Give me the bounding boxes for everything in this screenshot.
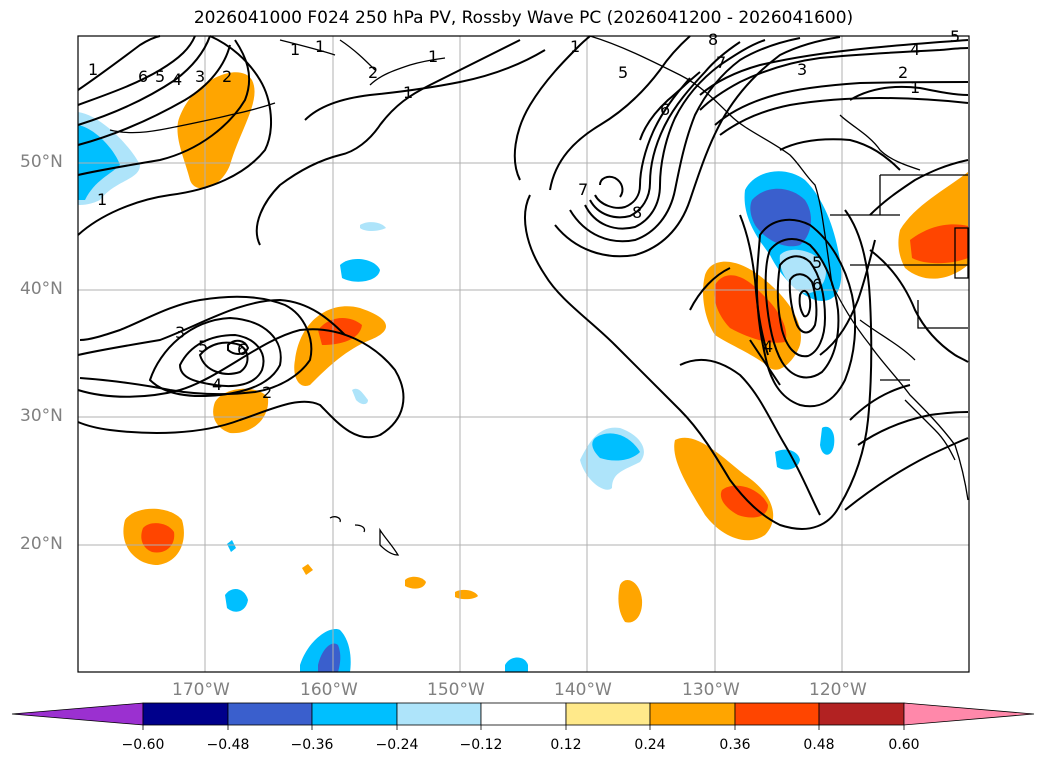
contour-labels: 1 6 5 4 3 2 1 1 1 1 2 1 3 5 6 4 2 1 5 6 … [88,27,960,402]
colorbar-segment [565,702,651,726]
contour-label: 1 [403,83,413,102]
contour-label: 4 [212,375,222,394]
contour-label: 3 [195,67,205,86]
colorbar-tick-label: 0.60 [888,737,920,753]
contour-label: 5 [618,63,628,82]
positive-anomaly [910,224,968,264]
contour-label: 1 [290,40,300,59]
positive-anomaly [294,306,387,386]
contour-label: 6 [660,100,670,119]
contour-label: 2 [222,67,232,86]
negative-anomaly [318,643,341,672]
positive-anomaly [618,580,643,623]
lon-label: 170°W [172,680,230,700]
lat-label: 20°N [20,534,63,554]
contour-label: 1 [428,47,438,66]
contour-label: 7 [716,53,726,72]
colorbar-tick-label: 0.24 [634,737,666,753]
contour-label: 1 [88,60,98,79]
graticule [78,36,969,672]
colorbar-extend-low [11,702,144,726]
negative-anomaly [360,222,386,231]
negative-anomaly [227,540,236,552]
lon-label: 150°W [427,680,485,700]
lon-label: 130°W [682,680,740,700]
contour-label: 4 [763,337,773,356]
colorbar-segment [649,702,736,726]
negative-anomaly [750,188,812,247]
map-frame [77,35,970,673]
anomaly-fills [78,72,968,672]
contour-label: 8 [632,203,642,222]
coastlines [109,35,969,556]
colorbar-segment [227,702,313,726]
colorbar-tick-label: −0.36 [290,737,334,753]
positive-anomaly [318,318,362,345]
chart-title: 2026041000 F024 250 hPa PV, Rossby Wave … [193,8,854,28]
negative-anomaly [340,258,380,282]
contour-label: 1 [910,78,920,97]
contour-label: 7 [578,180,588,199]
contour-label: 1 [570,37,580,56]
contour-label: 1 [315,37,325,56]
negative-anomaly [505,657,528,672]
colorbar-extend-high [903,702,1035,726]
positive-anomaly [177,72,255,189]
colorbar-segment [142,702,229,726]
positive-anomaly [405,576,426,589]
negative-anomaly [779,249,826,294]
negative-anomaly [352,388,368,405]
negative-anomaly [592,433,640,461]
contour-label: 3 [797,60,807,79]
colorbar-segment [480,702,567,726]
colorbar-tick-label: −0.24 [375,737,419,753]
colorbar-segment [818,702,905,726]
colorbar-tick-label: −0.60 [121,737,165,753]
lon-label: 140°W [554,680,612,700]
colorbar-tick-label: 0.48 [803,737,835,753]
contour-label: 5 [198,337,208,356]
negative-anomaly [775,449,800,470]
contour-label: 3 [175,323,185,342]
lat-label: 40°N [20,279,63,299]
positive-anomaly [714,275,787,343]
positive-anomaly [455,589,478,600]
negative-anomaly [820,426,835,455]
contour-label: 6 [138,67,148,86]
colorbar-segment [396,702,482,726]
lat-label: 50°N [20,152,63,172]
pv-contours [77,35,969,530]
lon-label: 160°W [300,680,358,700]
colorbar-tick-label: 0.36 [719,737,751,753]
contour-label: 2 [368,63,378,82]
contour-label: 5 [155,67,165,86]
positive-anomaly [213,388,269,434]
contour-label: 5 [812,253,822,272]
lat-label: 30°N [20,406,63,426]
contour-label: 1 [97,190,107,209]
colorbar [11,702,1035,730]
contour-label: 2 [898,63,908,82]
contour-label: 8 [708,30,718,49]
contour-label: 6 [237,340,247,359]
contour-label: 2 [262,383,272,402]
colorbar-tick-label: 0.12 [550,737,582,753]
contour-label: 4 [910,40,920,59]
contour-label: 6 [812,275,822,294]
contour-label: 4 [172,70,182,89]
positive-anomaly [302,564,313,575]
colorbar-tick-label: −0.48 [206,737,250,753]
colorbar-segment [734,702,820,726]
lon-label: 120°W [809,680,867,700]
colorbar-segment [311,702,398,726]
negative-anomaly [225,588,248,612]
colorbar-tick-label: −0.12 [459,737,503,753]
